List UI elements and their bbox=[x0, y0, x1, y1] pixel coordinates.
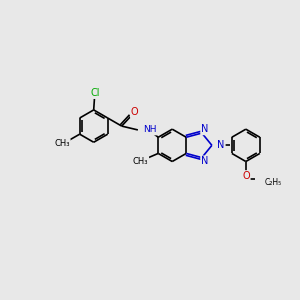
Text: CH₃: CH₃ bbox=[54, 139, 70, 148]
Text: N: N bbox=[201, 157, 208, 166]
Text: N: N bbox=[217, 140, 225, 150]
Text: C₂H₅: C₂H₅ bbox=[264, 178, 282, 187]
Text: Cl: Cl bbox=[91, 88, 100, 98]
Text: CH₃: CH₃ bbox=[133, 157, 148, 166]
Text: N: N bbox=[201, 124, 208, 134]
Text: O: O bbox=[242, 171, 250, 181]
Text: NH: NH bbox=[143, 125, 157, 134]
Text: O: O bbox=[131, 107, 139, 117]
